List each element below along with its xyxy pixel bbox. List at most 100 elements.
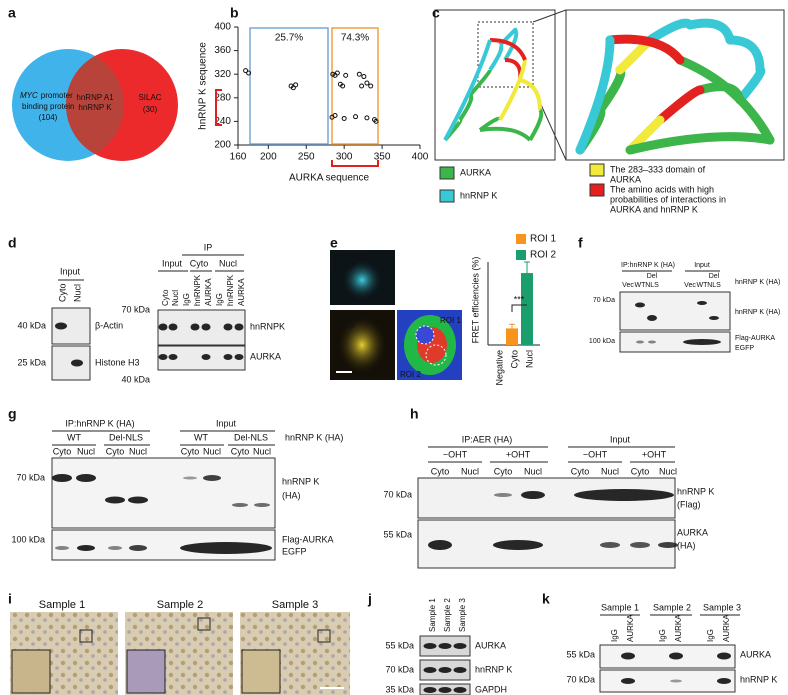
y-tick-label: 360 <box>214 45 231 56</box>
label: 55 kDa <box>383 529 412 539</box>
band <box>600 542 620 548</box>
y-tick-label: 240 <box>214 116 231 127</box>
ihc-roi <box>79 629 93 643</box>
bar <box>521 273 533 345</box>
band <box>423 687 437 693</box>
legend-label: AURKA and hnRNP K <box>610 204 698 214</box>
helix <box>655 85 705 125</box>
label: SILAC <box>138 93 161 102</box>
label: Sample 2 <box>157 599 203 611</box>
blot <box>51 457 276 529</box>
helix <box>519 78 542 111</box>
label: Nucl <box>219 258 237 268</box>
point <box>356 71 362 77</box>
label: AURKA <box>250 351 281 361</box>
panel-label: i <box>8 591 12 607</box>
label: promoter <box>41 91 73 100</box>
label: GAPDH <box>475 684 507 694</box>
label: ECFP <box>334 262 355 271</box>
band <box>203 475 221 481</box>
label: Vec <box>684 282 696 289</box>
label: Cyto <box>161 289 170 306</box>
blot <box>599 644 736 669</box>
band <box>77 545 95 551</box>
label: AURKA <box>626 614 635 642</box>
band <box>168 354 178 360</box>
legend-label: The 283–333 domain of <box>610 164 706 174</box>
point <box>368 83 374 89</box>
legend-swatch <box>589 163 605 177</box>
cell <box>338 317 386 373</box>
label: 55 kDa <box>566 649 595 659</box>
helix <box>503 28 519 62</box>
point <box>364 80 370 86</box>
label: EGFP <box>282 546 307 556</box>
label: +OHT <box>506 449 531 459</box>
label: Nucl <box>601 466 619 476</box>
panel-label: f <box>578 235 583 251</box>
band <box>438 667 452 673</box>
label: 40 kDa <box>17 320 46 330</box>
band <box>158 323 168 331</box>
band <box>108 546 122 550</box>
label: AURKA <box>674 614 683 642</box>
label: Sample 3 <box>458 598 467 632</box>
point <box>361 74 367 80</box>
band <box>55 546 69 550</box>
cell <box>342 260 382 300</box>
label: (Flag) <box>677 499 701 509</box>
band <box>621 678 635 684</box>
helix <box>675 55 775 145</box>
label: 35 kDa <box>385 684 414 694</box>
label: (104) <box>39 113 58 122</box>
label: hnRNP K <box>475 664 512 674</box>
band <box>234 323 244 331</box>
range-box <box>331 27 379 145</box>
label: IP:hnRNP K (HA) <box>621 262 675 269</box>
point <box>334 70 340 76</box>
panel-label: c <box>432 5 440 21</box>
panel-label: d <box>8 235 17 251</box>
band <box>453 667 467 673</box>
panel-label: h <box>410 406 419 422</box>
panel-label: b <box>230 5 239 21</box>
helix <box>605 34 685 65</box>
band <box>423 643 437 649</box>
label: MYC <box>20 91 38 100</box>
band <box>670 679 682 683</box>
zoom-line <box>532 9 567 23</box>
helix <box>443 39 492 141</box>
legend-label: AURKA <box>610 174 641 184</box>
label: Flag-AURKA <box>282 534 334 544</box>
range-box <box>249 27 329 145</box>
axis-label: hnRNP K sequence <box>198 42 209 130</box>
point <box>353 114 359 120</box>
helix <box>468 69 492 97</box>
blot <box>417 477 676 519</box>
label: AURKA <box>740 649 771 659</box>
bracket <box>331 160 379 167</box>
blot <box>599 669 736 693</box>
label: (HA) <box>677 540 696 550</box>
error-bar <box>524 261 530 285</box>
label: 70 kDa <box>593 297 615 304</box>
legend-swatch <box>516 234 526 244</box>
point <box>340 83 346 89</box>
x-tick-label: Cyto <box>509 350 519 369</box>
legend-swatch <box>516 250 526 260</box>
band <box>190 323 200 331</box>
label: IP <box>204 242 213 252</box>
band <box>52 474 72 482</box>
point <box>343 72 349 78</box>
helix <box>735 65 766 105</box>
panel-label: j <box>367 591 372 607</box>
band <box>223 354 233 360</box>
label: Sample 3 <box>272 599 318 611</box>
label: 70 kDa <box>121 304 150 314</box>
y-tick-label: 400 <box>214 22 231 33</box>
label: Nucl <box>171 290 180 306</box>
label: hnRNP K (HA) <box>285 432 343 442</box>
bracket <box>215 89 222 126</box>
legend-label: ROI 1 <box>530 234 557 245</box>
point <box>246 70 252 76</box>
